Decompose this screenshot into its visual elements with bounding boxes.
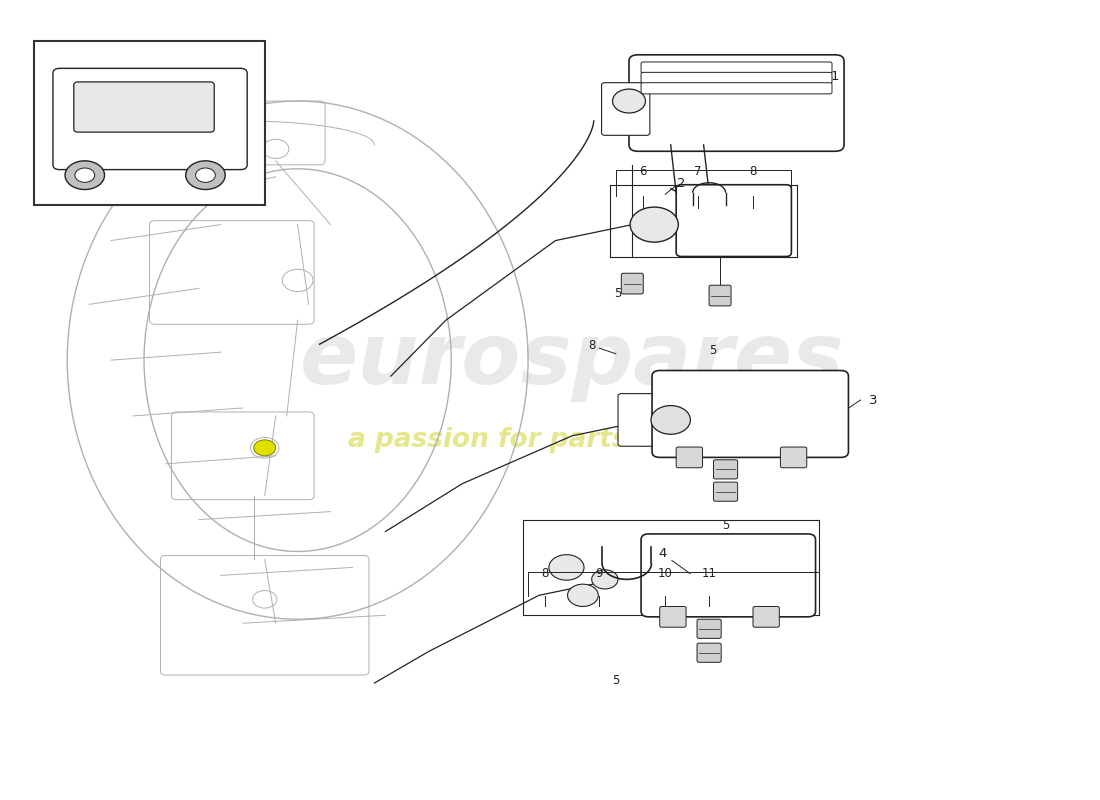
FancyBboxPatch shape [676,185,791,257]
Circle shape [75,168,95,182]
Text: 1: 1 [830,70,839,83]
FancyBboxPatch shape [641,534,815,617]
FancyBboxPatch shape [754,606,779,627]
Text: eurospares: eurospares [299,318,844,402]
Circle shape [568,584,598,606]
Text: 5: 5 [708,344,716,357]
Text: 8: 8 [588,339,595,352]
FancyBboxPatch shape [780,447,806,468]
FancyBboxPatch shape [641,62,832,73]
FancyBboxPatch shape [74,82,214,132]
Circle shape [186,161,225,190]
FancyBboxPatch shape [53,68,248,170]
FancyBboxPatch shape [697,619,722,638]
FancyBboxPatch shape [660,606,686,627]
Circle shape [549,554,584,580]
Text: 5: 5 [614,287,622,301]
Text: 3: 3 [869,394,878,406]
FancyBboxPatch shape [714,482,738,502]
Bar [34,42,265,205]
FancyBboxPatch shape [621,274,643,294]
Text: 5: 5 [722,519,729,533]
Text: 11: 11 [702,567,716,580]
Circle shape [592,570,618,589]
Circle shape [196,168,216,182]
FancyBboxPatch shape [641,82,832,94]
FancyBboxPatch shape [714,460,738,479]
Text: 4: 4 [658,547,691,574]
Text: 6: 6 [639,166,647,178]
Text: 8: 8 [541,567,548,580]
Text: 7: 7 [694,166,702,178]
Text: 9: 9 [595,567,603,580]
FancyBboxPatch shape [697,643,722,662]
Text: a passion for parts since 1985: a passion for parts since 1985 [348,427,796,453]
Text: 5: 5 [612,674,619,687]
FancyBboxPatch shape [629,55,844,151]
Circle shape [254,440,276,456]
Circle shape [630,207,679,242]
FancyBboxPatch shape [641,72,832,83]
Text: 8: 8 [749,166,757,178]
Circle shape [613,89,646,113]
Text: 2: 2 [678,177,686,190]
Text: 10: 10 [658,567,672,580]
Circle shape [65,161,104,190]
FancyBboxPatch shape [652,370,848,458]
FancyBboxPatch shape [602,82,650,135]
FancyBboxPatch shape [618,394,669,446]
Circle shape [651,406,691,434]
FancyBboxPatch shape [676,447,703,468]
FancyBboxPatch shape [710,285,732,306]
